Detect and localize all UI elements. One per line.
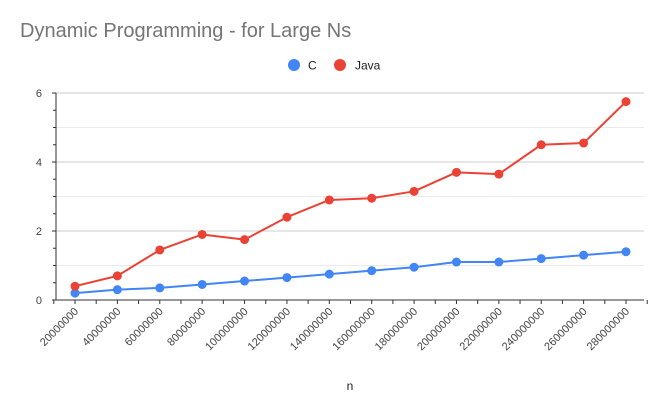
data-point-c [282,273,292,283]
data-point-java [621,97,631,107]
x-axis-title: n [347,379,354,393]
data-point-java [282,212,292,222]
series-line-c [74,250,627,295]
legend-marker-c [288,59,300,71]
x-tick-label: 180000000 [373,306,420,353]
series-points [70,97,631,298]
x-tick-label: 120000000 [246,306,293,353]
x-tick-label: 160000000 [330,306,377,353]
data-point-c [324,269,334,279]
series-lines [74,100,627,295]
x-tick-label: 200000000 [415,306,462,353]
data-point-java [451,167,461,177]
data-point-java [409,186,419,196]
legend-label-c: C [308,59,317,73]
x-tick-label: 280000000 [585,306,632,353]
legend-marker-java [334,59,346,71]
y-tick-label: 0 [36,295,42,307]
x-tick-label: 20000000 [38,306,81,349]
data-point-c [451,257,461,267]
data-point-java [112,271,122,281]
data-point-c [536,254,546,264]
x-tick-label: 100000000 [203,306,250,353]
data-point-java [70,281,80,291]
data-point-java [240,235,250,245]
data-point-c [621,247,631,257]
data-point-java [494,169,504,179]
y-tick-label: 6 [36,88,42,100]
data-point-c [494,257,504,267]
data-point-java [197,229,207,239]
y-tick-label: 2 [36,226,42,238]
x-tick-label: 80000000 [165,306,208,349]
data-point-java [579,138,589,148]
data-point-c [579,250,589,260]
legend: C Java [288,59,381,73]
data-point-c [112,285,122,295]
legend-label-java: Java [355,59,381,73]
data-point-c [70,288,80,298]
data-point-c [409,262,419,272]
data-point-java [536,140,546,150]
data-point-c [367,266,377,276]
x-tick-label: 260000000 [542,306,589,353]
x-tick-label: 140000000 [288,306,335,353]
x-tick-label: 240000000 [500,306,547,353]
series-line-java [74,100,627,288]
data-point-c [240,276,250,286]
data-point-java [324,195,334,205]
data-point-c [155,283,165,293]
data-point-java [155,245,165,255]
x-tick-label: 60000000 [123,306,166,349]
data-point-c [197,279,207,289]
x-tick-label: 220000000 [458,306,505,353]
x-tick-label: 40000000 [80,306,123,349]
y-tick-label: 4 [36,157,42,169]
data-point-java [367,193,377,203]
chart-title: Dynamic Programming - for Large Ns [20,20,352,42]
gridlines [56,92,644,266]
